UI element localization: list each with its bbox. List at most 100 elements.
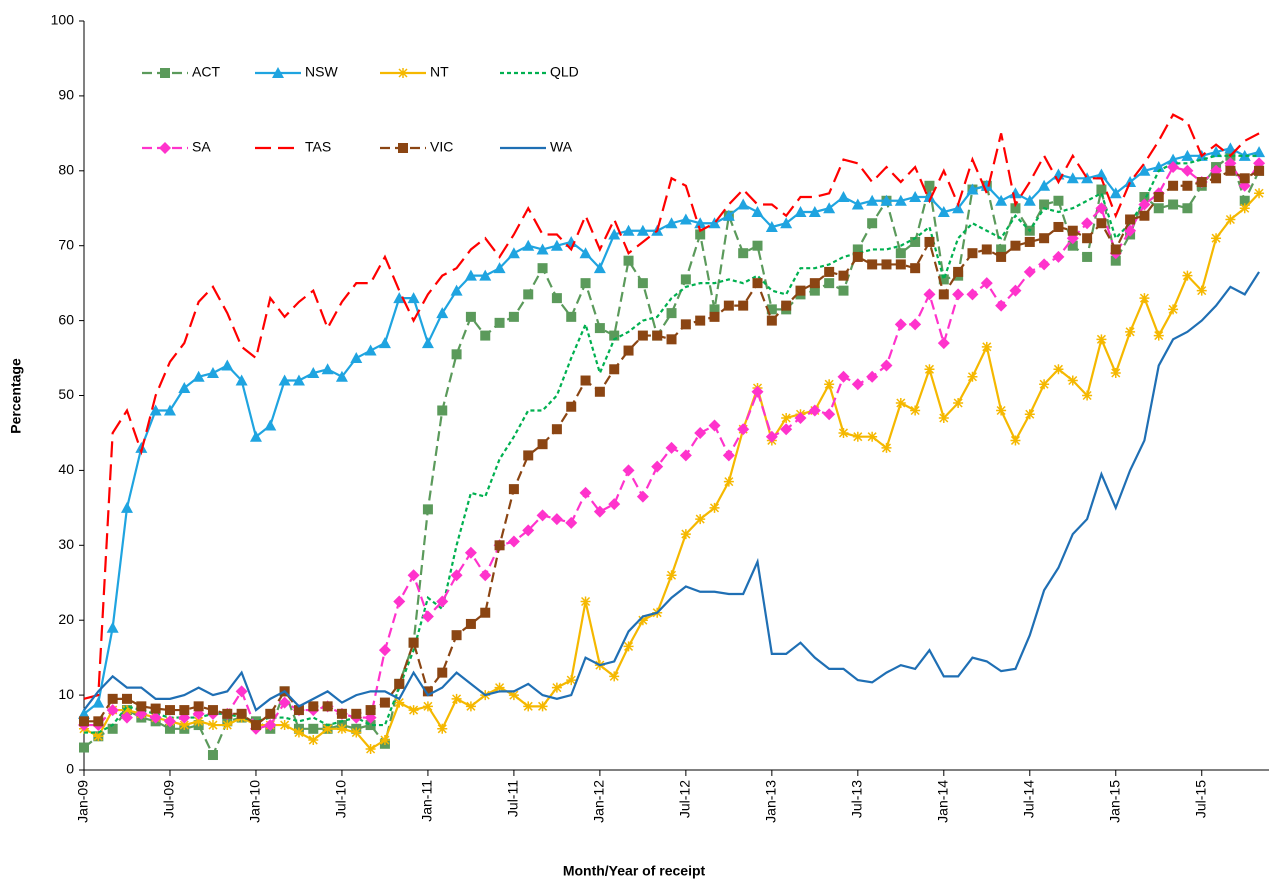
point: [365, 720, 376, 731]
point: [923, 288, 936, 301]
point: [923, 191, 936, 203]
legend-label: SA: [192, 139, 211, 155]
point: [1052, 250, 1065, 263]
point: [350, 352, 363, 364]
point: [623, 255, 634, 266]
point: [566, 311, 577, 322]
point: [451, 349, 462, 360]
point: [824, 266, 835, 277]
point: [695, 514, 706, 525]
point: [565, 516, 578, 529]
legend-marker: [398, 68, 408, 78]
x-tick-label: Jul-09: [161, 780, 177, 818]
point: [665, 441, 678, 454]
point: [479, 269, 492, 281]
point: [679, 213, 692, 225]
y-tick-label: 50: [58, 386, 74, 402]
point: [866, 194, 879, 206]
point: [1153, 203, 1164, 214]
point: [909, 318, 922, 331]
point: [207, 705, 218, 716]
point: [393, 595, 406, 608]
point: [1139, 293, 1150, 304]
legend-label: TAS: [305, 139, 331, 155]
point: [938, 274, 949, 285]
point: [765, 220, 778, 232]
point: [1009, 187, 1022, 199]
point: [408, 637, 419, 648]
point: [551, 293, 562, 304]
point: [566, 675, 577, 686]
point: [149, 404, 162, 416]
point: [436, 307, 449, 319]
point: [192, 370, 205, 382]
point: [1095, 168, 1108, 180]
y-axis-label: Percentage: [8, 358, 24, 434]
point: [1239, 173, 1250, 184]
point: [938, 412, 949, 423]
point: [894, 318, 907, 331]
point: [909, 191, 922, 203]
point: [308, 723, 319, 734]
point: [895, 259, 906, 270]
point: [1067, 375, 1078, 386]
point: [593, 262, 606, 274]
point: [1024, 409, 1035, 420]
point: [780, 217, 793, 229]
point: [924, 364, 935, 375]
point: [953, 397, 964, 408]
point: [809, 278, 820, 289]
point: [537, 701, 548, 712]
point: [594, 323, 605, 334]
x-tick-label: Jul-11: [505, 780, 521, 817]
point: [953, 266, 964, 277]
point: [981, 244, 992, 255]
y-tick-label: 100: [51, 12, 75, 28]
point: [809, 285, 820, 296]
point: [867, 218, 878, 229]
point: [464, 269, 477, 281]
point: [494, 682, 505, 693]
point: [981, 341, 992, 352]
point: [379, 697, 390, 708]
point: [437, 405, 448, 416]
point: [93, 716, 104, 727]
point: [851, 378, 864, 391]
point: [107, 723, 118, 734]
point: [794, 411, 807, 424]
point: [937, 337, 950, 350]
point: [966, 183, 979, 195]
point: [1224, 142, 1237, 154]
point: [708, 217, 721, 229]
point: [436, 595, 449, 608]
point: [307, 367, 320, 379]
point: [1024, 236, 1035, 247]
point: [522, 239, 535, 251]
point: [336, 723, 347, 734]
legend-label: VIC: [430, 139, 453, 155]
point: [537, 439, 548, 450]
point: [421, 610, 434, 623]
point: [651, 460, 664, 473]
point: [551, 682, 562, 693]
legend-label: NSW: [305, 64, 338, 80]
point: [437, 723, 448, 734]
point: [1211, 173, 1222, 184]
legend-marker: [160, 68, 170, 78]
point: [709, 311, 720, 322]
point: [680, 529, 691, 540]
y-tick-label: 70: [58, 236, 74, 252]
point: [679, 449, 692, 462]
point: [881, 442, 892, 453]
point: [79, 716, 89, 727]
point: [1152, 161, 1165, 173]
point: [709, 304, 720, 315]
point: [508, 690, 519, 701]
series-line: [83, 153, 1261, 758]
point: [120, 711, 133, 724]
point: [938, 289, 949, 300]
point: [752, 240, 763, 251]
point: [479, 569, 492, 582]
point: [450, 569, 463, 582]
point: [1039, 199, 1050, 210]
